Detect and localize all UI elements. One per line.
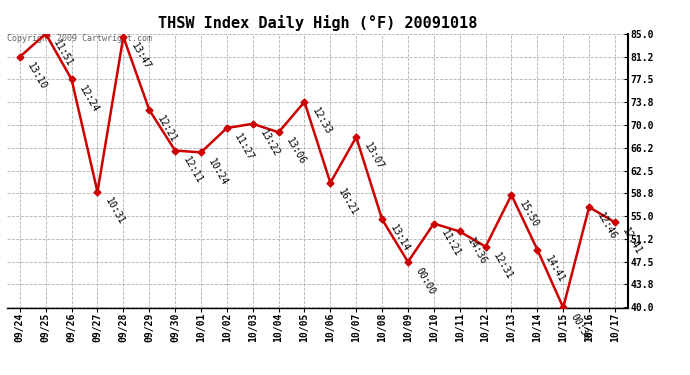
Title: THSW Index Daily High (°F) 20091018: THSW Index Daily High (°F) 20091018 (158, 15, 477, 31)
Text: 12:31: 12:31 (491, 251, 515, 281)
Text: 12:24: 12:24 (77, 84, 101, 114)
Text: 11:27: 11:27 (233, 132, 256, 163)
Text: 00:36: 00:36 (569, 312, 592, 342)
Text: 13:47: 13:47 (129, 41, 152, 71)
Text: 11:21: 11:21 (440, 228, 463, 258)
Text: 13:10: 13:10 (26, 61, 49, 92)
Text: Copyright 2009 Cartwright.com: Copyright 2009 Cartwright.com (7, 34, 152, 43)
Text: 12:33: 12:33 (310, 106, 333, 136)
Text: 12:46: 12:46 (595, 211, 618, 242)
Text: 12:21: 12:21 (155, 114, 178, 144)
Text: 13:14: 13:14 (388, 224, 411, 254)
Text: 13:07: 13:07 (362, 141, 385, 172)
Text: 14:36: 14:36 (465, 236, 489, 266)
Text: 11:51: 11:51 (51, 38, 75, 68)
Text: 12:41: 12:41 (620, 226, 644, 257)
Text: 00:00: 00:00 (413, 266, 437, 297)
Text: 13:22: 13:22 (258, 128, 282, 158)
Text: 10:31: 10:31 (103, 196, 126, 226)
Text: 13:06: 13:06 (284, 136, 308, 167)
Text: 12:11: 12:11 (181, 155, 204, 185)
Text: 10:24: 10:24 (206, 156, 230, 187)
Text: 15:50: 15:50 (517, 199, 540, 230)
Text: 14:41: 14:41 (543, 254, 566, 284)
Text: 16:21: 16:21 (336, 187, 359, 218)
